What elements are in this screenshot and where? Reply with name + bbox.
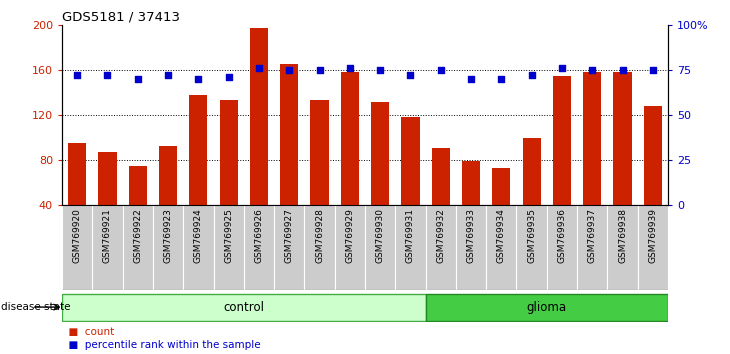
Bar [304, 205, 335, 290]
Bar [335, 205, 365, 290]
Point [435, 67, 447, 73]
Text: GSM769921: GSM769921 [103, 208, 112, 263]
Bar [99, 152, 117, 251]
Bar [244, 205, 274, 290]
Point [253, 65, 265, 71]
Bar [456, 205, 486, 290]
Point [647, 67, 658, 73]
Text: GSM769937: GSM769937 [588, 208, 596, 263]
Bar [426, 205, 456, 290]
Bar [310, 101, 328, 251]
Bar [365, 205, 396, 290]
Point [374, 67, 386, 73]
Text: GSM769927: GSM769927 [285, 208, 293, 263]
Point [101, 73, 113, 78]
Point [526, 73, 537, 78]
Bar [396, 205, 426, 290]
Point [586, 67, 598, 73]
Bar [644, 106, 662, 251]
Text: GSM769929: GSM769929 [345, 208, 354, 263]
Point [193, 76, 204, 82]
Bar [128, 166, 147, 251]
Bar [492, 168, 510, 251]
Text: GSM769934: GSM769934 [497, 208, 506, 263]
Text: ■  percentile rank within the sample: ■ percentile rank within the sample [62, 340, 261, 350]
Point [162, 73, 174, 78]
Bar [583, 72, 602, 251]
Text: GDS5181 / 37413: GDS5181 / 37413 [62, 11, 180, 24]
Bar [62, 205, 93, 290]
Text: GSM769928: GSM769928 [315, 208, 324, 263]
Text: GSM769936: GSM769936 [558, 208, 566, 263]
Bar [462, 161, 480, 251]
Text: GSM769932: GSM769932 [437, 208, 445, 263]
Text: GSM769925: GSM769925 [224, 208, 233, 263]
Bar [280, 64, 299, 251]
Bar [123, 205, 153, 290]
Bar [62, 293, 426, 321]
Bar [274, 205, 304, 290]
Text: control: control [223, 301, 264, 314]
Bar [371, 102, 389, 251]
Bar [341, 72, 359, 251]
Bar [523, 138, 541, 251]
Bar [426, 293, 668, 321]
Text: GSM769922: GSM769922 [134, 208, 142, 263]
Bar [68, 143, 86, 251]
Point [223, 74, 234, 80]
Point [556, 65, 568, 71]
Bar [153, 205, 183, 290]
Point [344, 65, 356, 71]
Text: GSM769924: GSM769924 [194, 208, 203, 263]
Text: GSM769920: GSM769920 [73, 208, 82, 263]
Text: ■  count: ■ count [62, 327, 115, 337]
Bar [159, 145, 177, 251]
Text: GSM769931: GSM769931 [406, 208, 415, 263]
Point [404, 73, 416, 78]
Text: GSM769930: GSM769930 [376, 208, 385, 263]
Text: GSM769926: GSM769926 [255, 208, 264, 263]
Text: GSM769933: GSM769933 [466, 208, 475, 263]
Text: disease state: disease state [1, 302, 70, 312]
Bar [214, 205, 244, 290]
Bar [183, 205, 214, 290]
Bar [220, 101, 238, 251]
Point [283, 67, 295, 73]
Bar [553, 75, 571, 251]
Point [465, 76, 477, 82]
Bar [93, 205, 123, 290]
Text: GSM769923: GSM769923 [164, 208, 172, 263]
Bar [250, 28, 268, 251]
Text: glioma: glioma [527, 301, 566, 314]
Bar [431, 148, 450, 251]
Text: GSM769935: GSM769935 [527, 208, 536, 263]
Bar [607, 205, 638, 290]
Point [617, 67, 629, 73]
Point [132, 76, 144, 82]
Bar [402, 117, 420, 251]
Bar [486, 205, 517, 290]
Point [314, 67, 326, 73]
Point [496, 76, 507, 82]
Bar [547, 205, 577, 290]
Text: GSM769938: GSM769938 [618, 208, 627, 263]
Bar [189, 95, 207, 251]
Text: GSM769939: GSM769939 [648, 208, 657, 263]
Bar [517, 205, 547, 290]
Point [72, 73, 83, 78]
Bar [577, 205, 607, 290]
Bar [638, 205, 668, 290]
Bar [613, 72, 631, 251]
